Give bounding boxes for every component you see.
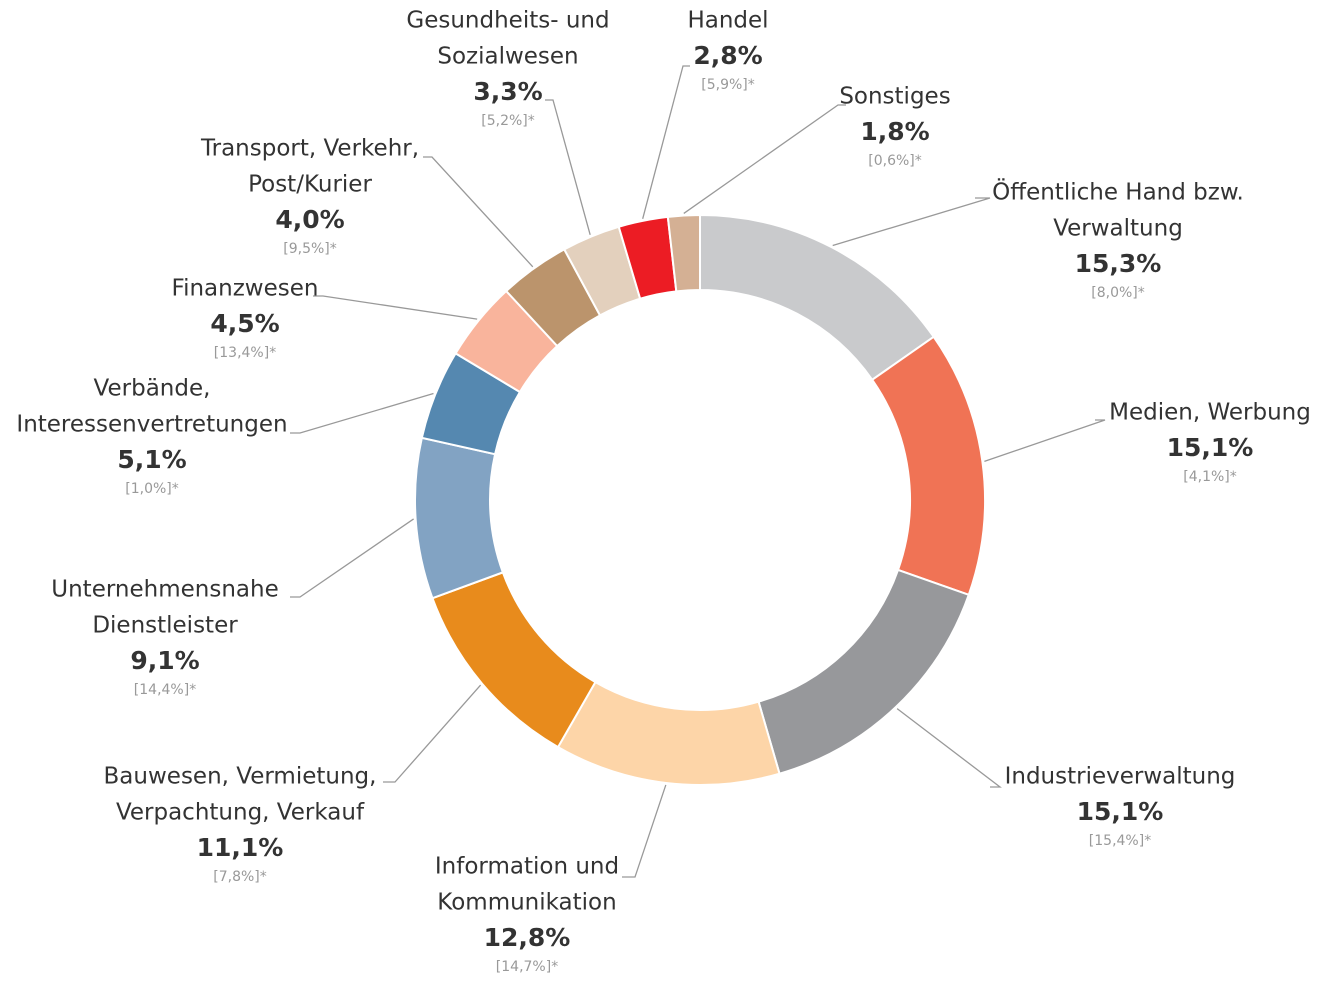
comparison-label: [13,4%]* [214, 345, 276, 361]
value-label: 11,1% [197, 833, 284, 862]
comparison-label: [9,5%]* [283, 241, 337, 257]
leader-line [383, 684, 482, 783]
comparison-label: [14,4%]* [134, 682, 196, 698]
value-label: 9,1% [130, 646, 199, 675]
leader-line [896, 708, 1002, 788]
value-label: 12,8% [484, 923, 571, 952]
comparison-label: [4,1%]* [1183, 469, 1237, 485]
value-label: 4,0% [275, 205, 344, 234]
category-label: Information und [435, 854, 619, 880]
donut-slice [431, 571, 597, 749]
category-label: Interessenvertretungen [16, 412, 287, 438]
leader-line [984, 419, 1106, 462]
category-label: Öffentliche Hand bzw. [992, 178, 1244, 206]
category-label: Post/Kurier [248, 172, 372, 198]
value-label: 3,3% [473, 77, 542, 106]
leader-line [683, 104, 846, 214]
leader-line [832, 197, 991, 247]
donut-slice [556, 680, 781, 786]
comparison-label: [0,6%]* [868, 153, 922, 169]
leader-line [290, 518, 414, 598]
category-label: Transport, Verkehr, [200, 136, 419, 162]
leader-line [642, 65, 690, 219]
donut-slice [414, 436, 505, 600]
comparison-label: [5,9%]* [701, 77, 755, 93]
category-label: Unternehmensnahe [51, 577, 278, 603]
value-label: 15,1% [1077, 797, 1164, 826]
value-label: 15,3% [1075, 249, 1162, 278]
comparison-label: [8,0%]* [1091, 285, 1145, 301]
category-label: Kommunikation [437, 890, 616, 916]
category-label: Bauwesen, Vermietung, [104, 764, 377, 790]
value-label: 2,8% [693, 41, 762, 70]
comparison-label: [1,0%]* [125, 481, 179, 497]
leader-line [290, 392, 434, 434]
category-label: Industrieverwaltung [1005, 764, 1236, 790]
comparison-label: [7,8%]* [213, 869, 267, 885]
comparison-label: [14,7%]* [496, 959, 558, 975]
value-label: 5,1% [117, 445, 186, 474]
leader-line [313, 295, 478, 320]
donut-slice [699, 213, 936, 382]
category-label: Verwaltung [1053, 216, 1183, 242]
comparison-label: [15,4%]* [1089, 833, 1151, 849]
category-label: Gesundheits- und [406, 8, 609, 34]
category-label: Finanzwesen [172, 276, 319, 302]
category-label: Sonstiges [839, 84, 950, 110]
comparison-label: [5,2%]* [481, 113, 535, 129]
category-label: Verbände, [94, 376, 211, 402]
leader-line [622, 784, 667, 878]
value-label: 4,5% [210, 309, 279, 338]
value-label: 15,1% [1167, 433, 1254, 462]
donut-slice [757, 568, 971, 775]
leader-line [545, 99, 591, 236]
category-label: Sozialwesen [437, 44, 578, 70]
donut-slice [870, 335, 986, 597]
leader-line [423, 156, 534, 268]
category-label: Medien, Werbung [1109, 400, 1311, 426]
category-label: Dienstleister [92, 613, 238, 639]
category-label: Handel [687, 8, 768, 34]
category-label: Verpachtung, Verkauf [116, 800, 365, 826]
donut-slice [666, 213, 701, 293]
value-label: 1,8% [860, 117, 929, 146]
